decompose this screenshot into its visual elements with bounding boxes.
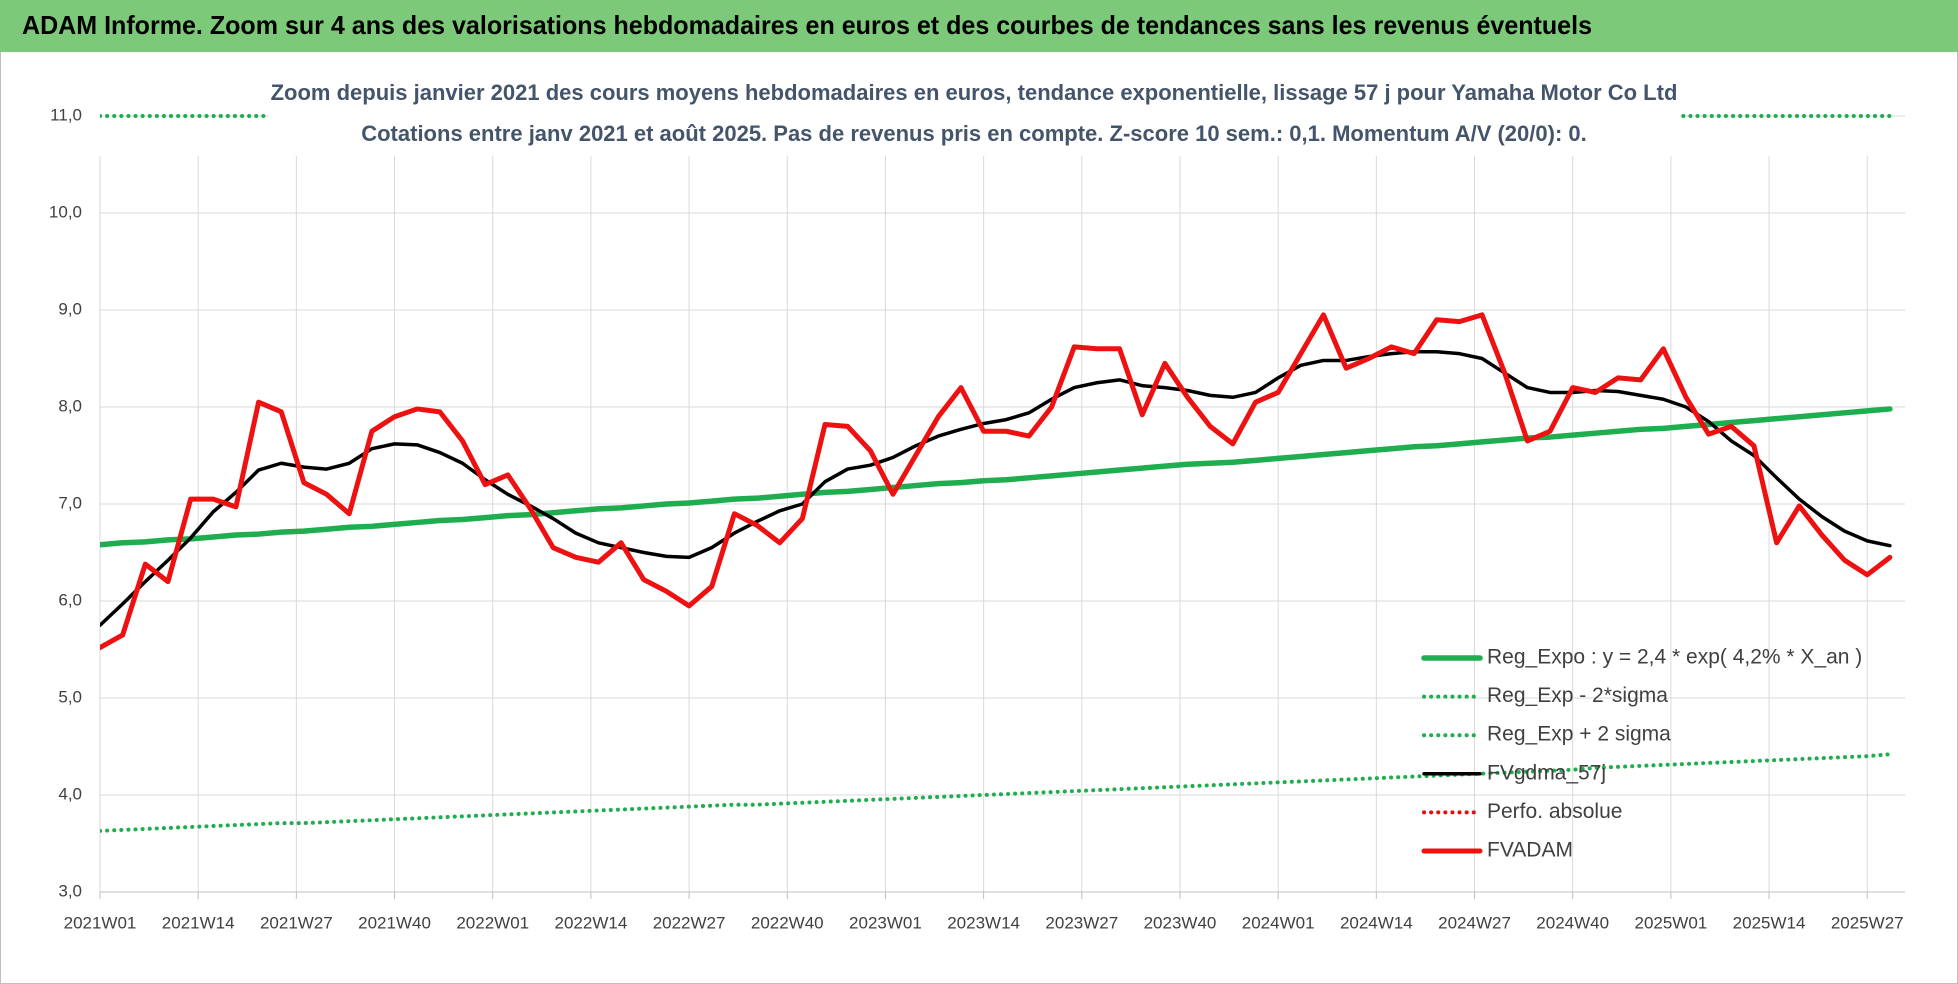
legend-label: FVADAM (1487, 839, 1573, 862)
x-tick-label: 2024W01 (1242, 913, 1315, 932)
y-tick-label: 11,0 (50, 105, 82, 124)
x-tick-label: 2022W40 (751, 913, 824, 932)
x-tick-label: 2023W27 (1045, 913, 1118, 932)
x-tick-label: 2022W14 (555, 913, 628, 932)
x-tick-label: 2022W27 (653, 913, 726, 932)
chart-title: Zoom depuis janvier 2021 des cours moyen… (271, 80, 1678, 105)
banner-bg (0, 0, 1958, 52)
y-tick-label: 3,0 (58, 881, 82, 900)
x-tick-label: 2021W01 (64, 913, 137, 932)
legend-label: FVgdma_57j (1487, 761, 1606, 784)
x-tick-label: 2025W01 (1634, 913, 1707, 932)
y-tick-label: 8,0 (58, 396, 82, 415)
banner-title: ADAM Informe. Zoom sur 4 ans des valoris… (22, 10, 1592, 40)
y-tick-label: 9,0 (58, 299, 82, 318)
y-tick-label: 4,0 (58, 784, 82, 803)
y-tick-label: 7,0 (58, 493, 82, 512)
x-tick-label: 2025W27 (1831, 913, 1904, 932)
title-bg (268, 74, 1680, 156)
legend: Reg_Expo : y = 2,4 * exp( 4,2% * X_an ) R… (1421, 646, 1862, 862)
series-line (100, 406, 1893, 548)
series-line (100, 752, 1892, 833)
series-line (100, 312, 1893, 651)
x-tick-label: 2023W14 (947, 913, 1020, 932)
x-tick-label: 2023W01 (849, 913, 922, 932)
x-tick-label: 2021W14 (162, 913, 235, 932)
x-tick-label: 2024W14 (1340, 913, 1413, 932)
x-tick-label: 2024W40 (1536, 913, 1609, 932)
y-tick-label: 6,0 (58, 590, 82, 609)
y-tick-label: 5,0 (58, 687, 82, 706)
legend-label: Perfo. absolue (1487, 800, 1622, 823)
x-tick-label: 2025W14 (1733, 913, 1806, 932)
x-tick-label: 2021W40 (358, 913, 431, 932)
x-tick-label: 2024W27 (1438, 913, 1511, 932)
chart-subtitle: Cotations entre janv 2021 et août 2025. … (361, 121, 1587, 146)
y-tick-label: 10,0 (49, 202, 82, 221)
legend-label: Reg_Expo : y = 2,4 * exp( 4,2% * X_an ) (1487, 646, 1862, 669)
x-tick-label: 2021W27 (260, 913, 333, 932)
legend-label: Reg_Exp + 2 sigma (1487, 723, 1671, 746)
legend-label: Reg_Exp - 2*sigma (1487, 684, 1668, 707)
x-tick-label: 2023W40 (1144, 913, 1217, 932)
x-tick-label: 2022W01 (456, 913, 529, 932)
